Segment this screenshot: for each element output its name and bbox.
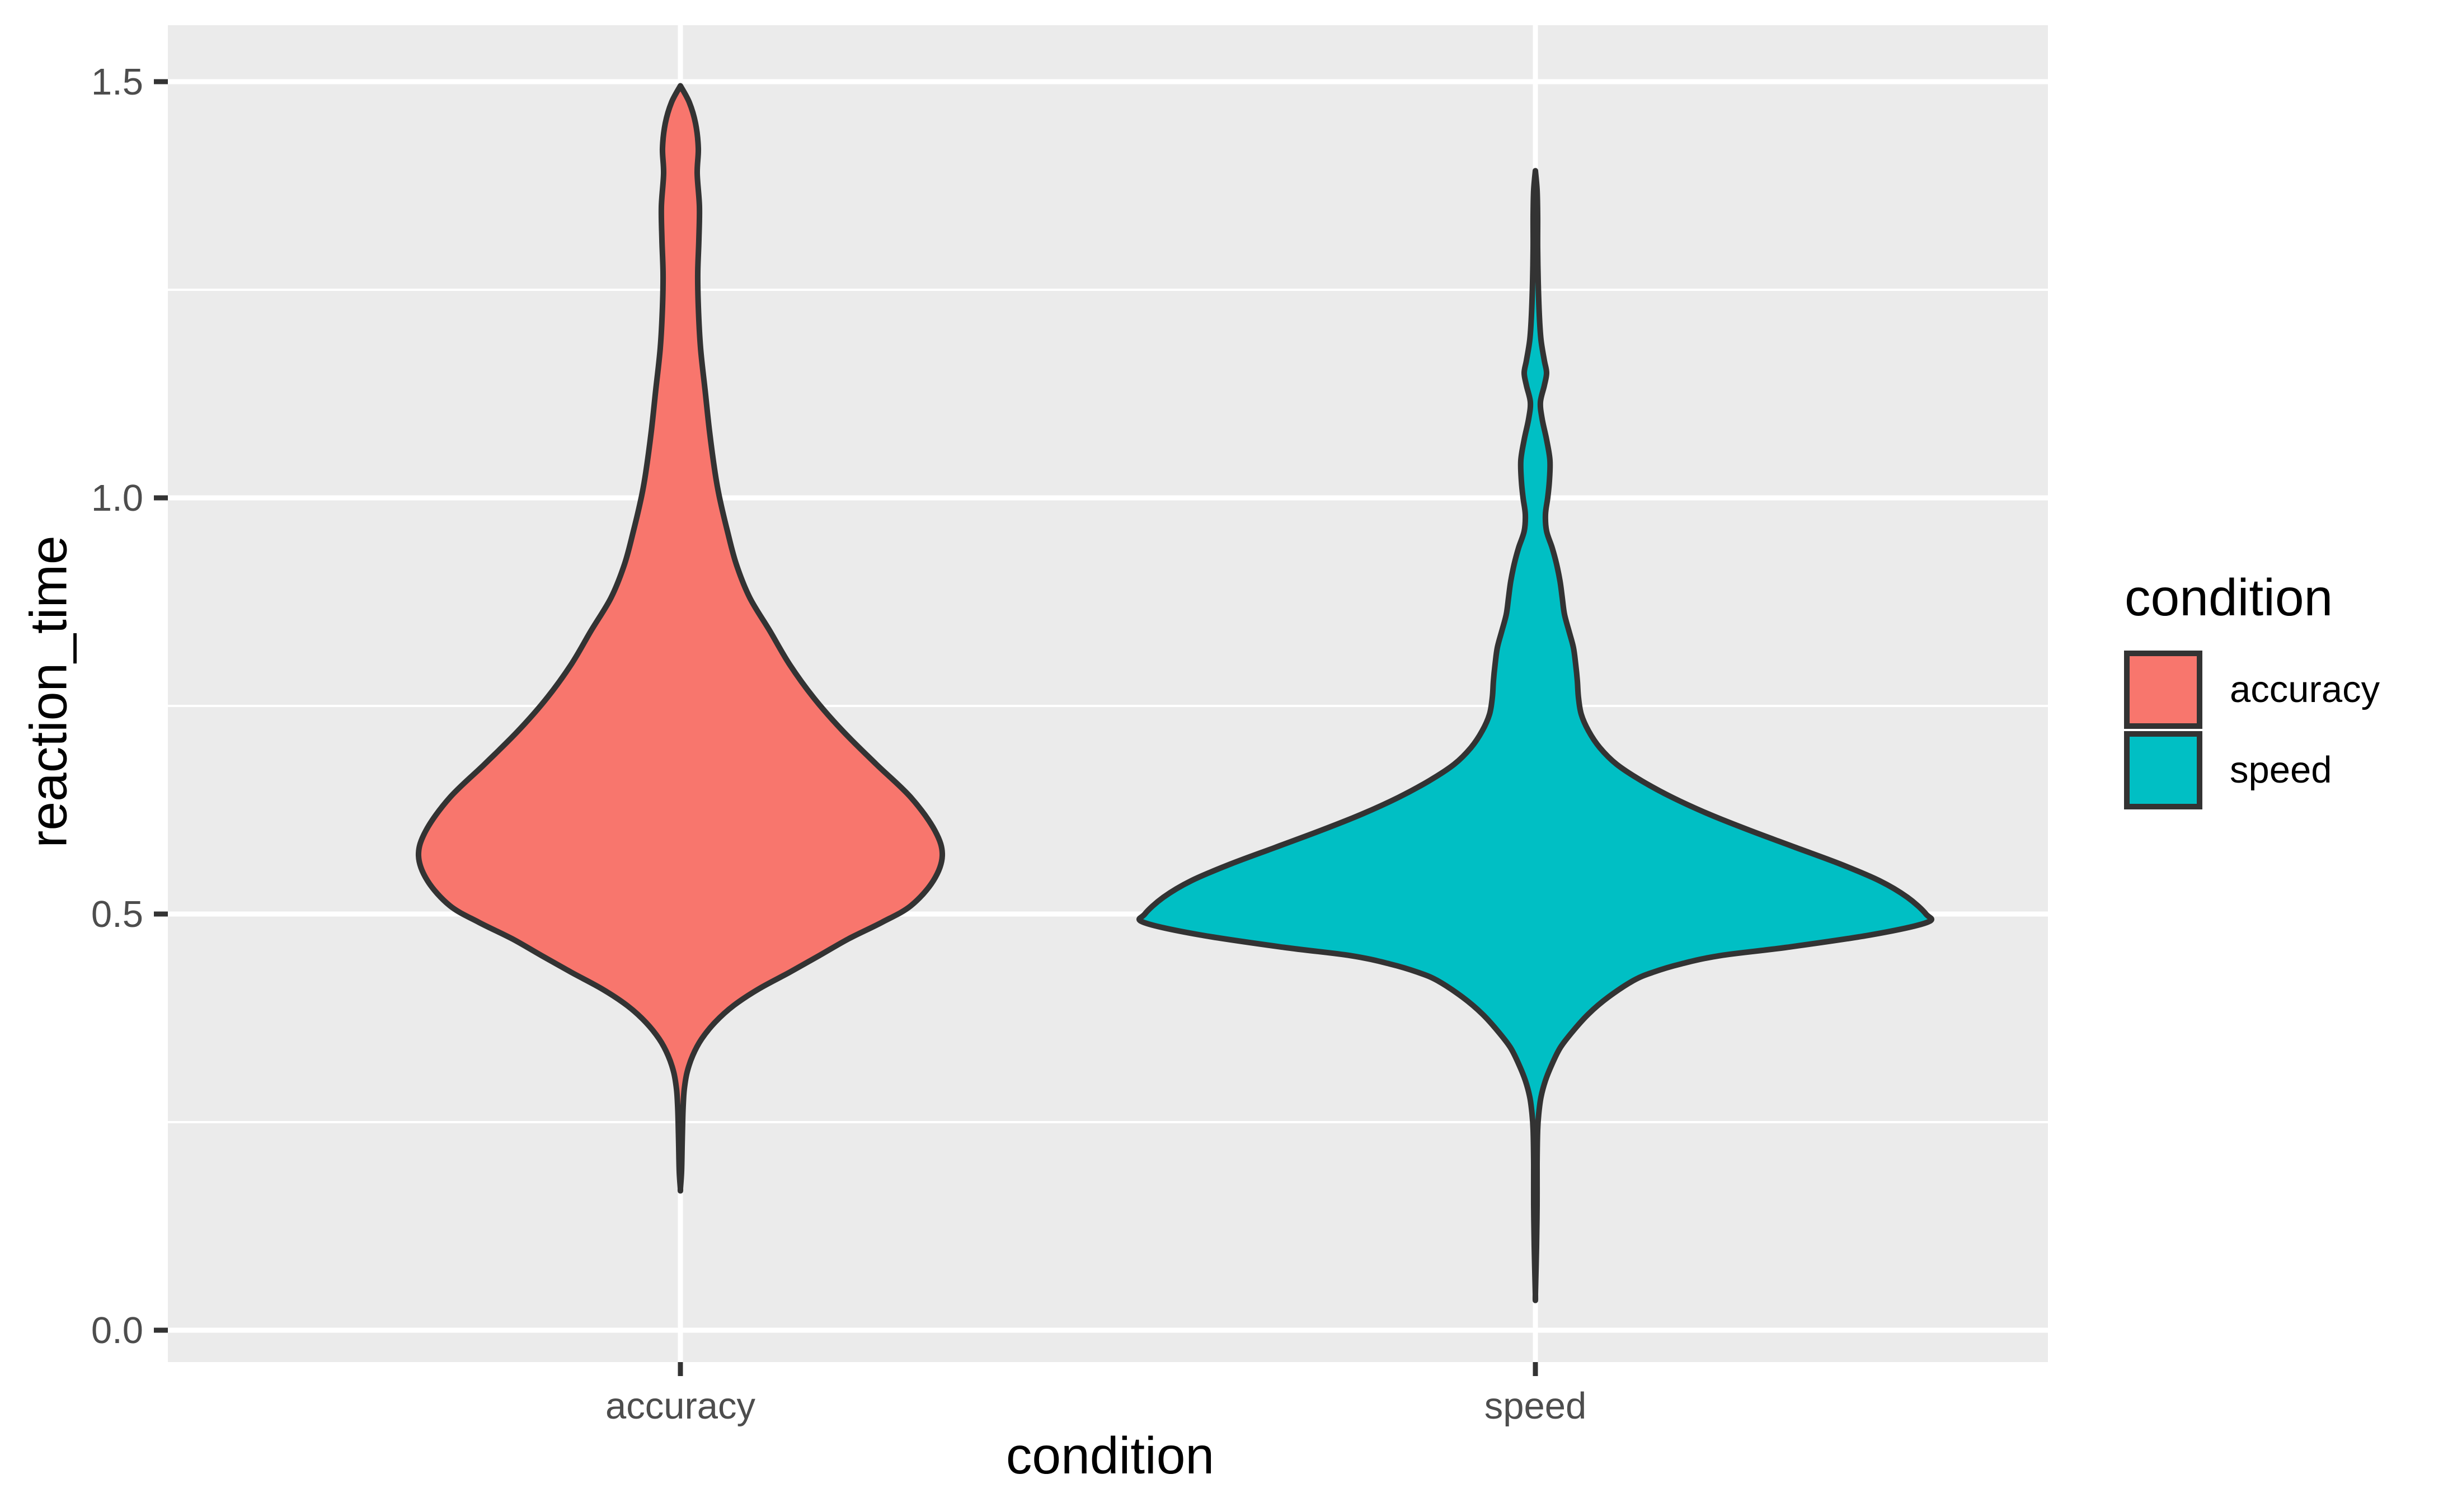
- violin-accuracy: [415, 83, 946, 1194]
- x-tick-label-accuracy: accuracy: [605, 1385, 756, 1427]
- y-tick-label-0.5: 0.5: [91, 893, 143, 935]
- legend-key-speed: [2124, 731, 2202, 809]
- panel-background: [168, 25, 2048, 1362]
- legend-label-speed: speed: [2230, 749, 2332, 791]
- x-axis-title: condition: [1005, 1426, 1215, 1485]
- y-tick-label-0.0: 0.0: [91, 1310, 143, 1351]
- x-tick-label-speed: speed: [1484, 1385, 1587, 1427]
- legend-key-accuracy: [2124, 651, 2202, 729]
- y-axis-title: reaction_time: [19, 535, 78, 848]
- y-tick-label-1.5: 1.5: [91, 61, 143, 103]
- y-tick-label-1.0: 1.0: [91, 477, 143, 519]
- legend-title: condition: [2125, 568, 2333, 627]
- violin-speed: [1136, 168, 1935, 1303]
- legend-label-accuracy: accuracy: [2230, 668, 2380, 710]
